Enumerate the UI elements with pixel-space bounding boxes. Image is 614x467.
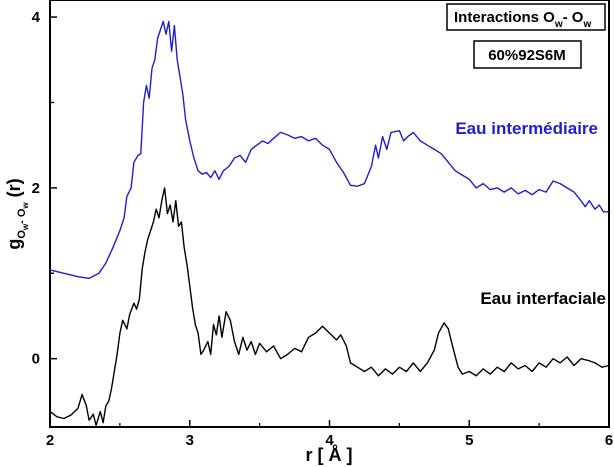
title-box	[446, 3, 606, 31]
y-axis-title: gOw- Ow (r)	[4, 178, 30, 249]
x-axis-title: r [ Å ]	[306, 445, 353, 465]
series-line-interfaciale	[49, 187, 610, 426]
x-tick-label: 5	[465, 432, 473, 449]
annotation-interfaciale: Eau interfaciale	[480, 289, 606, 308]
ylabel-sub-w1: w	[21, 223, 30, 231]
title-subscript-2: w	[582, 19, 591, 30]
x-axis-ticks: 2 3 4 5 6	[46, 420, 613, 449]
series-line-intermediaire	[49, 20, 609, 280]
y-tick-label: 2	[32, 180, 40, 197]
chart-title: Interactions Ow- Ow	[454, 9, 591, 30]
ylabel-part-g: g	[4, 239, 24, 250]
series-layer	[49, 20, 610, 426]
sample-box	[473, 40, 582, 69]
y-tick-label: 4	[32, 9, 41, 26]
x-tick-label: 2	[46, 432, 54, 449]
y-tick-label: 0	[32, 351, 40, 368]
sample-label: 60%92S6M	[488, 47, 566, 64]
ylabel-sub-w2: w	[21, 202, 30, 210]
title-part-1: Interactions O	[454, 9, 555, 26]
x-tick-label: 4	[325, 432, 334, 449]
x-tick-label: 6	[605, 432, 613, 449]
annotation-intermediaire: Eau intermédiaire	[455, 119, 598, 138]
x-tick-label: 3	[186, 432, 194, 449]
ylabel-part-r: (r)	[4, 178, 24, 202]
ylabel-sub-o1: O	[16, 230, 28, 239]
title-part-2: - O	[563, 9, 584, 26]
ylabel-sub-o2: - O	[16, 208, 28, 224]
title-subscript-1: w	[554, 19, 563, 30]
y-axis-ticks: 0 2 4	[32, 9, 57, 368]
